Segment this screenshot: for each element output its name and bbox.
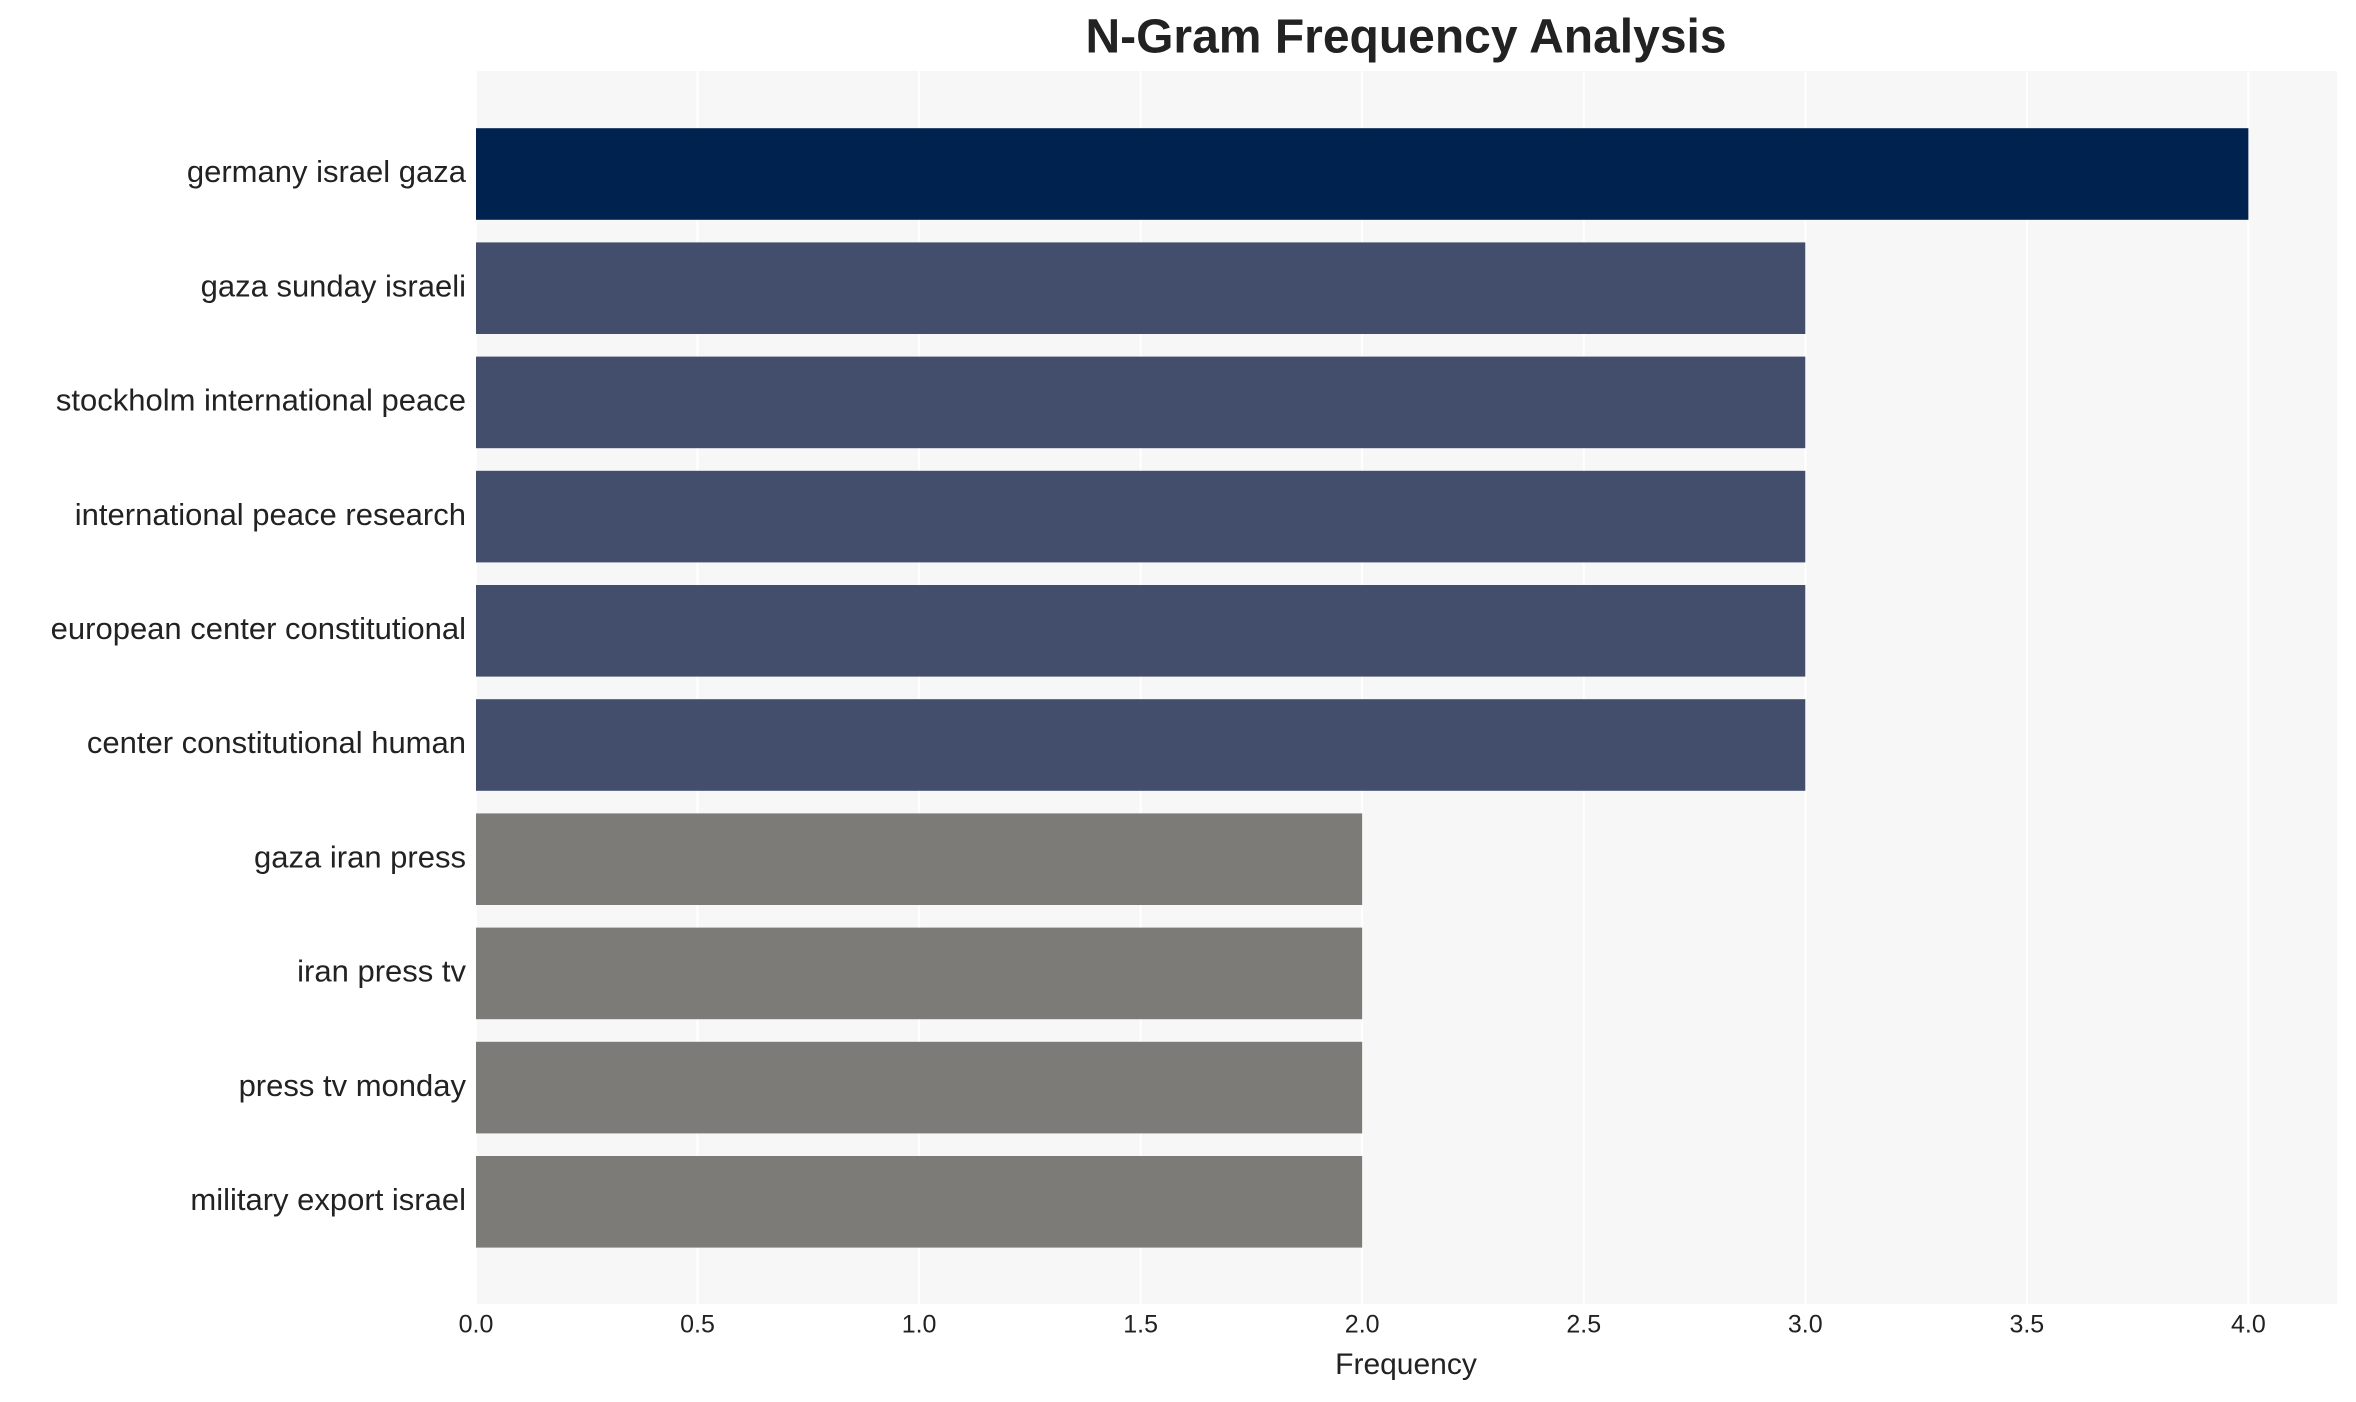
y-tick-label: gaza iran press: [254, 839, 466, 874]
y-tick-label: center constitutional human: [87, 725, 466, 760]
y-tick-label: military export israel: [190, 1182, 466, 1217]
x-tick-label: 2.5: [1566, 1311, 1601, 1339]
bar: [476, 927, 1363, 1020]
y-tick-label: international peace research: [75, 497, 466, 532]
bar: [476, 242, 1806, 334]
x-tick-label: 0.0: [459, 1311, 494, 1339]
y-tick-label: germany israel gaza: [187, 154, 467, 189]
bar: [476, 1156, 1363, 1248]
y-tick-label: stockholm international peace: [56, 383, 466, 418]
x-axis-label: Frequency: [1335, 1348, 1477, 1381]
bar: [476, 128, 2249, 220]
x-tick-label: 3.0: [1788, 1311, 1823, 1339]
x-tick-label: 1.0: [902, 1311, 937, 1339]
x-tick-label: 2.0: [1345, 1311, 1380, 1339]
y-tick-label: iran press tv: [297, 954, 466, 989]
y-tick-label: european center constitutional: [51, 611, 466, 646]
x-tick-label: 3.5: [2009, 1311, 2044, 1339]
y-tick-label: press tv monday: [239, 1068, 467, 1103]
x-tick-label: 0.5: [680, 1311, 715, 1339]
x-tick-label: 1.5: [1123, 1311, 1158, 1339]
bar: [476, 585, 1806, 677]
bar: [476, 1041, 1363, 1134]
chart-title: N-Gram Frequency Analysis: [1085, 11, 1726, 64]
y-tick-label: gaza sunday israeli: [201, 268, 466, 303]
bar: [476, 699, 1806, 791]
bar: [476, 813, 1363, 905]
bar: [476, 470, 1806, 563]
bar: [476, 356, 1806, 449]
x-tick-label: 4.0: [2231, 1311, 2266, 1339]
